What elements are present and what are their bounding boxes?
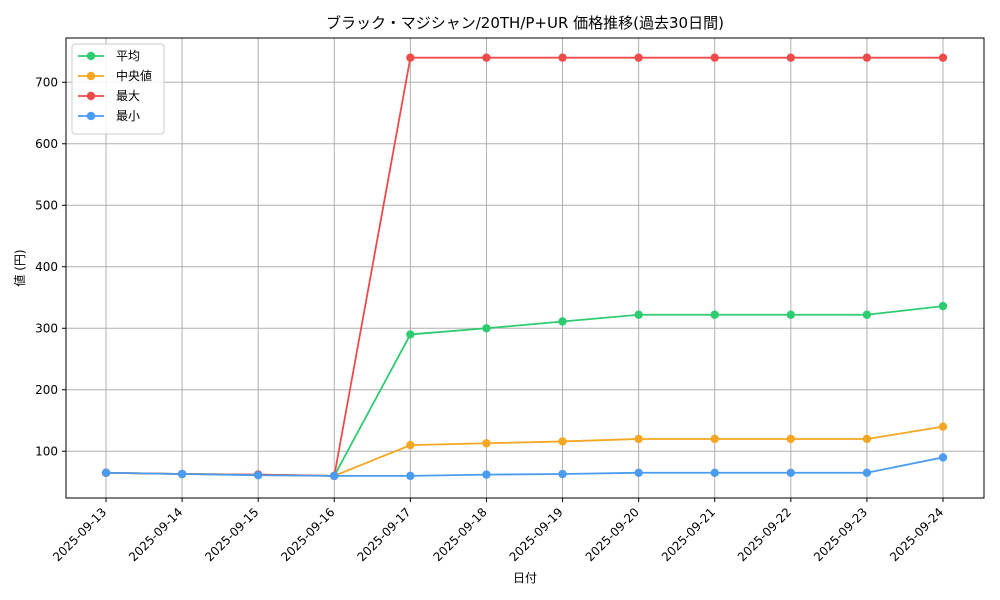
legend-marker <box>86 51 96 61</box>
axes: 100 200 300 400 500 600 700 2025-09-13 2025-09-1… <box>35 37 985 564</box>
data-point <box>710 53 719 62</box>
series-3 <box>101 453 948 481</box>
data-point <box>634 53 643 62</box>
legend-label: 平均 <box>116 49 140 63</box>
legend-marker <box>86 71 96 81</box>
data-point <box>253 471 263 480</box>
x-tick-label: 2025-09-16 <box>278 505 337 564</box>
data-point <box>558 469 567 479</box>
data-point <box>786 434 796 444</box>
data-point <box>634 310 643 319</box>
x-tick-label: 2025-09-17 <box>354 505 413 564</box>
x-axis-label: 日付 <box>513 571 537 585</box>
x-tick-label: 2025-09-24 <box>887 505 946 564</box>
data-point <box>558 317 567 326</box>
data-point <box>482 324 491 333</box>
x-tick-label: 2025-09-23 <box>811 505 870 564</box>
data-point <box>710 434 719 444</box>
x-tick-label: 2025-09-19 <box>507 505 566 564</box>
grid <box>66 38 984 498</box>
series-line <box>105 456 944 477</box>
data-point <box>406 471 415 481</box>
x-tick-label: 2025-09-21 <box>659 505 718 564</box>
data-point <box>482 470 491 479</box>
data-point <box>177 469 187 479</box>
x-tick-label: 2025-09-22 <box>735 505 794 564</box>
chart-title: ブラック・マジシャン/20TH/P+UR 価格推移(過去30日間) <box>326 14 724 32</box>
legend-item: 平均 <box>78 49 140 63</box>
series-lines <box>101 53 948 481</box>
x-tick-label: 2025-09-20 <box>583 505 642 564</box>
x-tick-label: 2025-09-15 <box>202 505 261 564</box>
data-point <box>482 53 491 62</box>
legend-item: 最大 <box>78 89 140 103</box>
y-tick-label: 700 <box>35 75 58 89</box>
data-point <box>634 434 643 444</box>
data-point <box>786 310 796 319</box>
y-tick-label: 500 <box>35 198 58 212</box>
data-point <box>938 301 948 311</box>
data-point <box>938 453 948 462</box>
data-point <box>330 471 339 481</box>
y-tick-label: 200 <box>35 383 58 397</box>
legend-item: 中央値 <box>78 68 152 83</box>
data-point <box>786 468 796 477</box>
data-point <box>101 468 111 477</box>
legend-label: 最大 <box>116 89 140 103</box>
data-point <box>406 330 415 339</box>
y-tick-label: 300 <box>35 321 58 335</box>
data-point <box>634 468 643 477</box>
legend-marker <box>86 91 96 101</box>
data-point <box>938 422 948 431</box>
y-tick-label: 600 <box>35 137 58 151</box>
x-tick-label: 2025-09-18 <box>431 505 490 564</box>
series-line <box>105 305 944 477</box>
legend-label: 中央値 <box>116 68 152 83</box>
y-axis-label: 値 (円) <box>12 249 27 286</box>
data-point <box>482 439 491 448</box>
data-point <box>558 53 567 62</box>
data-point <box>710 310 719 319</box>
legend-label: 最小 <box>116 109 140 123</box>
data-point <box>406 53 415 62</box>
data-point <box>862 468 872 477</box>
data-point <box>938 53 948 62</box>
legend-box <box>71 43 165 135</box>
plot-frame <box>65 37 985 499</box>
data-point <box>862 53 872 62</box>
data-point <box>710 468 719 477</box>
legend-marker <box>86 111 96 121</box>
data-point <box>862 434 872 444</box>
data-point <box>786 53 796 62</box>
data-point <box>558 437 567 446</box>
x-tick-label: 2025-09-14 <box>126 505 185 564</box>
legend-item: 最小 <box>78 109 140 123</box>
x-tick-label: 2025-09-13 <box>50 505 109 564</box>
y-tick-label: 100 <box>35 444 58 458</box>
data-point <box>406 440 415 450</box>
y-tick-label: 400 <box>35 260 58 274</box>
data-point <box>862 310 872 319</box>
